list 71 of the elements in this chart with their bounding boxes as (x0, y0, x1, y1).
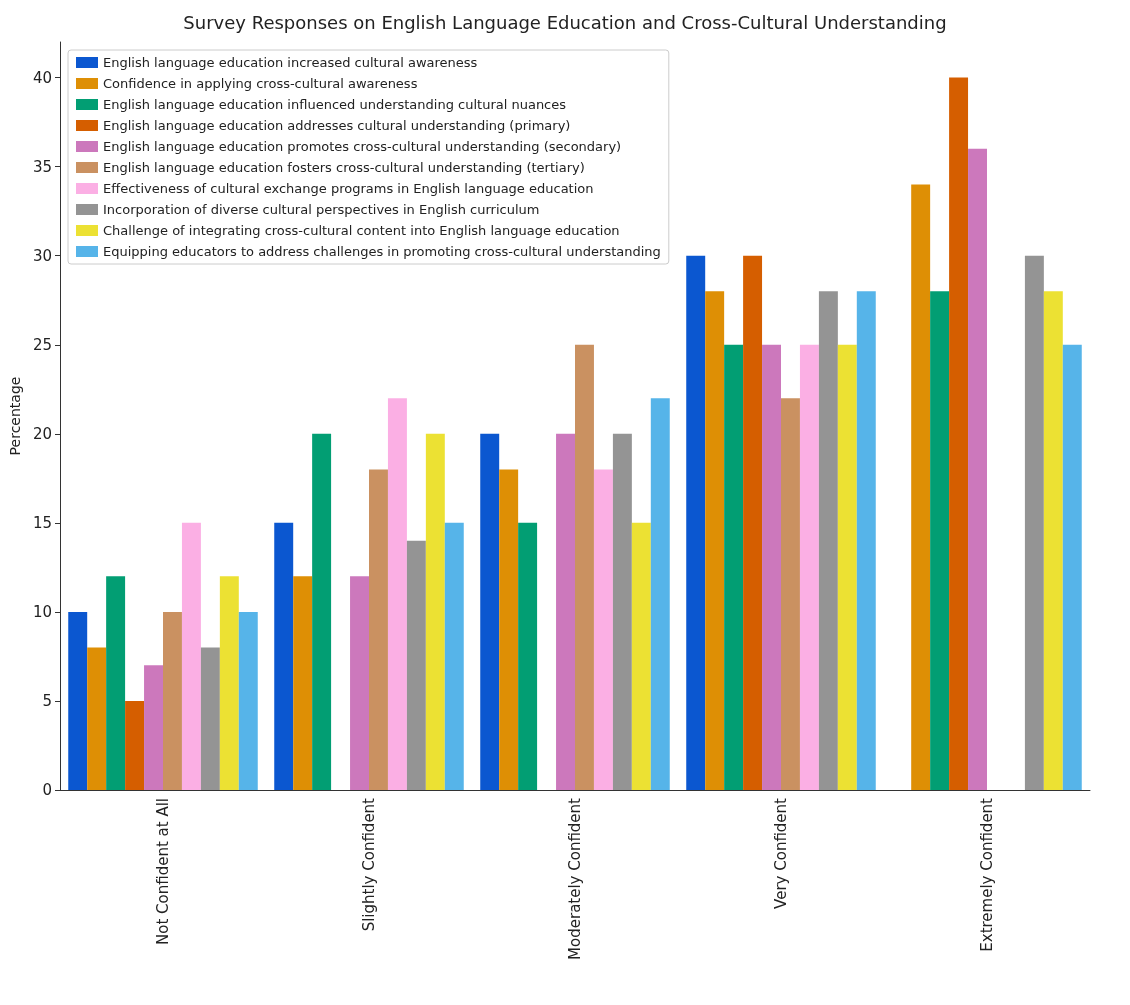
bar (238, 611, 258, 790)
legend-label: English language education fosters cross-cultural understanding (tertiary) (103, 160, 585, 175)
bar (425, 433, 445, 790)
bar (1024, 255, 1044, 790)
bar (911, 184, 931, 790)
bar (312, 433, 332, 790)
bar (650, 398, 670, 790)
bar (631, 522, 651, 790)
legend-label: English language education addresses cultural understanding (primary) (103, 118, 571, 133)
y-axis-title: Percentage (7, 376, 23, 456)
bar (575, 344, 594, 790)
bar (87, 647, 107, 790)
y-tick-label: 5 (42, 691, 52, 710)
bar (949, 77, 969, 790)
bar (444, 522, 464, 790)
legend-label: English language education promotes cross-cultural understanding (secondary) (103, 139, 622, 154)
legend-label: Confidence in applying cross-cultural awareness (103, 76, 418, 91)
bar (200, 647, 220, 790)
legend-label: English language education influenced understanding cultural nuances (103, 97, 567, 112)
bar (1062, 344, 1082, 790)
bar (856, 291, 876, 790)
legend-label: Incorporation of diverse cultural perspectives in English curriculum (103, 202, 540, 217)
chart-title: Survey Responses on English Language Education and Cross-Cultural Understanding (183, 11, 947, 33)
bar (1043, 291, 1063, 790)
bar (612, 433, 632, 790)
bar (163, 611, 182, 790)
x-tick-label: Slightly Confident (360, 797, 378, 932)
legend-label: Challenge of integrating cross-cultural content into English language education (103, 223, 620, 238)
bar (930, 291, 950, 790)
bar (125, 700, 145, 790)
bar (219, 576, 239, 790)
bar (968, 148, 987, 790)
bar (781, 398, 800, 790)
y-tick-label: 10 (32, 602, 52, 621)
bar (293, 576, 313, 790)
legend-label: English language education increased cultural awareness (103, 55, 478, 70)
legend-label: Equipping educators to address challenges in promoting cross-cultural understanding (103, 244, 661, 259)
bar (369, 469, 388, 790)
bar (406, 540, 426, 790)
x-tick-label: Moderately Confident (566, 797, 584, 960)
bar (274, 522, 294, 790)
y-tick-label: 20 (32, 424, 52, 443)
legend-label: Effectiveness of cultural exchange programs in English language education (103, 181, 594, 196)
x-tick-label: Not Confident at All (154, 798, 172, 945)
bar (705, 291, 725, 790)
bar (144, 665, 163, 790)
bar (686, 255, 706, 790)
x-tick-label: Very Confident (772, 797, 790, 909)
y-tick-label: 30 (32, 246, 52, 265)
y-tick-label: 40 (32, 68, 52, 87)
y-tick-label: 0 (42, 781, 52, 799)
y-tick-label: 25 (32, 335, 52, 354)
bar (556, 433, 575, 790)
bar (350, 576, 369, 790)
bar (499, 469, 519, 790)
bar (762, 344, 781, 790)
bar (68, 611, 88, 790)
bar (593, 469, 613, 790)
y-tick-label: 35 (32, 157, 52, 176)
bar (518, 522, 538, 790)
bar (387, 398, 407, 790)
bar (837, 344, 857, 790)
bar (106, 576, 126, 790)
bar (480, 433, 500, 790)
bar (818, 291, 838, 790)
bar (724, 344, 744, 790)
bar (799, 344, 819, 790)
bar (181, 522, 201, 790)
bar (743, 255, 763, 790)
x-tick-label: Extremely Confident (978, 797, 996, 952)
y-tick-label: 15 (32, 513, 52, 532)
